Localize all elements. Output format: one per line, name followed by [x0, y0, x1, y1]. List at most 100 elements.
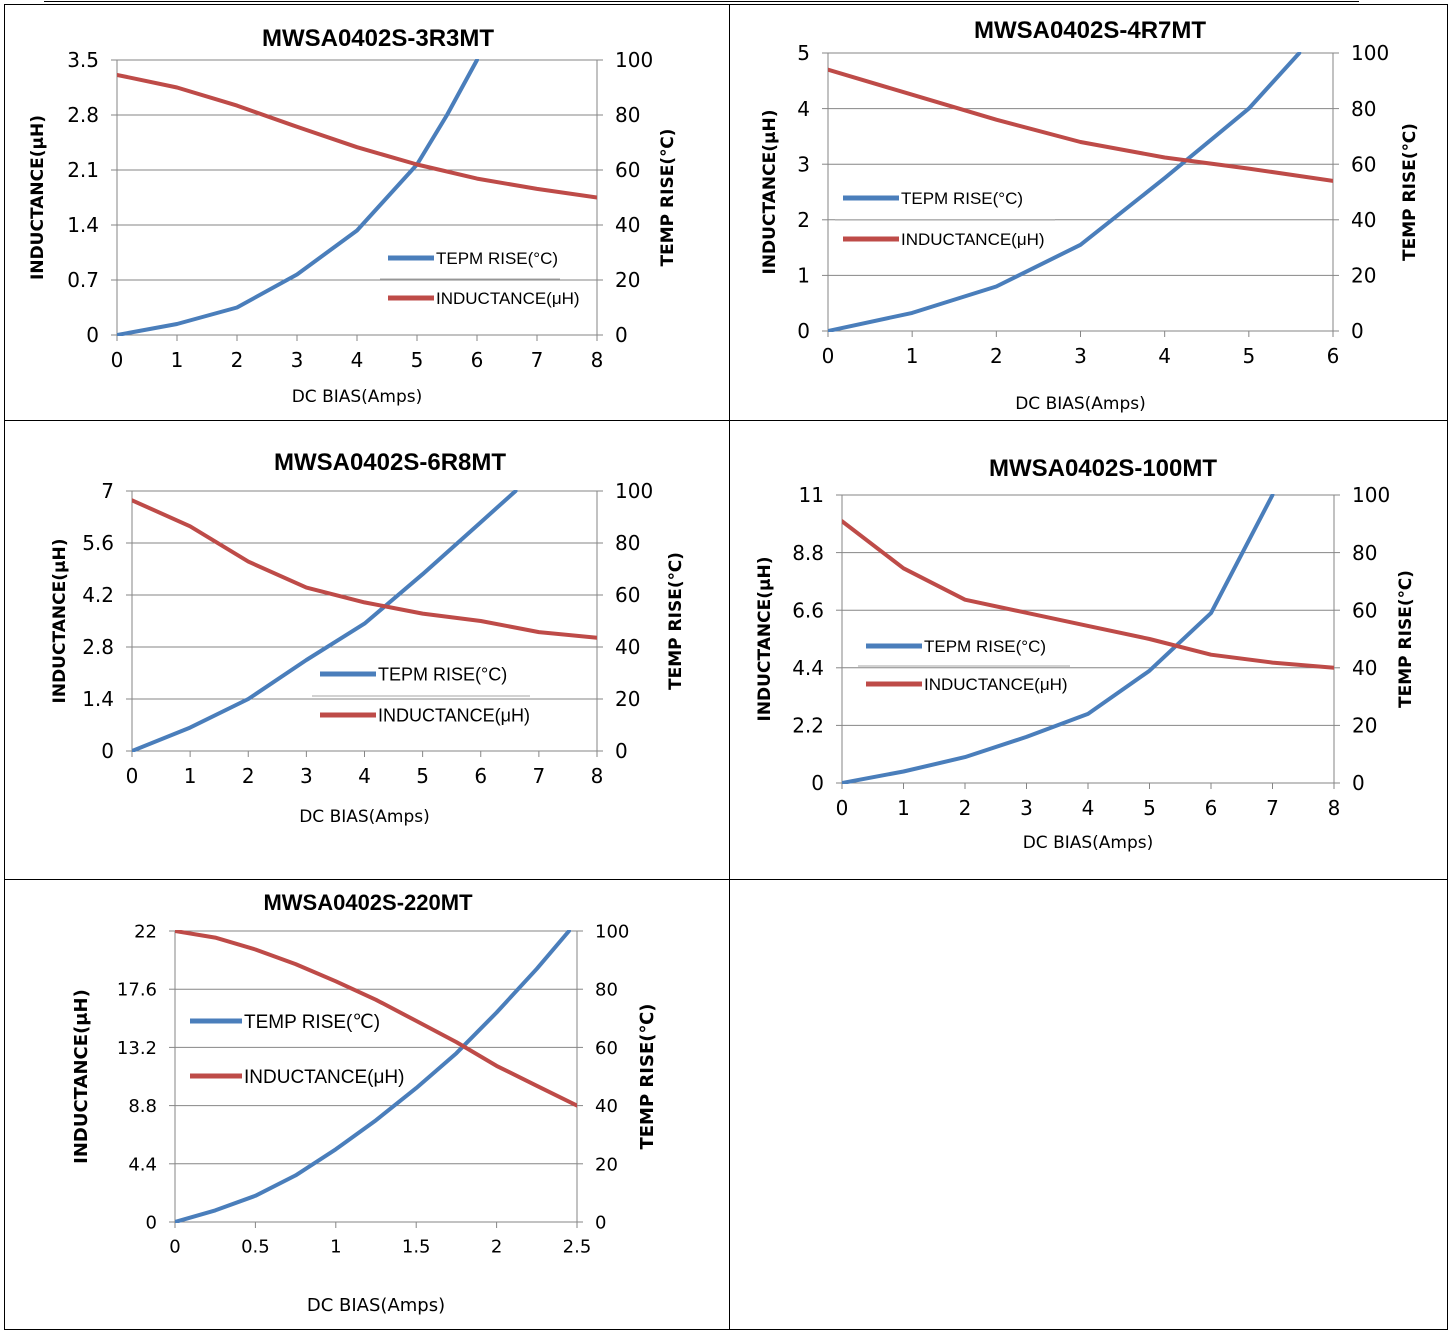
y2-axis-label: TEMP RISE(℃) — [637, 1003, 658, 1149]
x-tick-label: 2 — [242, 764, 255, 788]
y-tick-label: 4.4 — [128, 1154, 157, 1175]
series-line-temp-rise — [842, 494, 1275, 784]
y2-tick-label: 40 — [1352, 656, 1377, 680]
y2-axis-label: TEMP RISE(℃) — [1400, 123, 1420, 261]
y-axis-label: INDUCTANCE(μH) — [760, 110, 780, 275]
y-tick-label: 22 — [134, 921, 157, 942]
x-tick-label: 7 — [533, 764, 546, 788]
x-tick-label: 5 — [416, 764, 429, 788]
series-line-inductance — [828, 67, 1333, 183]
x-tick-label: 2 — [990, 344, 1003, 368]
y2-tick-label: 60 — [1352, 598, 1377, 622]
y-tick-label: 0 — [811, 771, 824, 795]
y2-tick-label: 20 — [1352, 714, 1377, 738]
y-tick-label: 0 — [146, 1212, 157, 1233]
y2-tick-label: 60 — [615, 158, 640, 182]
x-tick-label: 3 — [1020, 796, 1033, 820]
y-tick-label: 4.4 — [792, 656, 824, 680]
y-tick-label: 1 — [797, 264, 810, 288]
y-tick-label: 0 — [797, 319, 810, 343]
y2-tick-label: 60 — [615, 583, 640, 607]
y-tick-label: 2 — [797, 208, 810, 232]
y2-tick-label: 20 — [615, 268, 640, 292]
y2-tick-label: 0 — [1351, 319, 1364, 343]
x-tick-label: 2 — [959, 796, 972, 820]
x-tick-label: 4 — [351, 348, 364, 372]
grid-divider-row1 — [4, 420, 1448, 421]
x-axis-label: DC BIAS(Amps) — [299, 807, 430, 827]
y2-tick-label: 80 — [615, 531, 640, 555]
grid-divider-vertical — [729, 4, 730, 1330]
series-line-temp-rise — [132, 490, 518, 752]
x-tick-label: 0 — [169, 1236, 180, 1257]
x-tick-label: 1 — [184, 764, 197, 788]
top-rule — [44, 1, 1359, 2]
x-tick-label: 0.5 — [241, 1236, 270, 1257]
y2-tick-label: 0 — [615, 739, 628, 763]
y2-tick-label: 80 — [615, 103, 640, 127]
y-tick-label: 4 — [797, 97, 810, 121]
legend-label: INDUCTANCE(μH) — [924, 675, 1068, 694]
legend-label: TEPM RISE(°C) — [436, 249, 558, 268]
x-tick-label: 4 — [358, 764, 371, 788]
x-tick-label: 6 — [471, 348, 484, 372]
y-tick-label: 8.8 — [128, 1096, 157, 1117]
legend-label: INDUCTANCE(μH) — [378, 705, 530, 725]
y-axis-label: INDUCTANCE(μH) — [71, 989, 92, 1164]
x-tick-label: 1 — [906, 344, 919, 368]
y2-tick-label: 100 — [1351, 41, 1389, 65]
legend-label: TEPM RISE(°C) — [901, 189, 1023, 208]
y-tick-label: 13.2 — [117, 1038, 157, 1059]
chart-title: MWSA0402S-220MT — [263, 890, 473, 915]
y2-tick-label: 80 — [595, 980, 618, 1001]
series-line-temp-rise — [117, 59, 479, 336]
x-tick-label: 5 — [1242, 344, 1255, 368]
y-tick-label: 2.1 — [67, 158, 99, 182]
y2-axis-label: TEMP RISE(℃) — [666, 552, 686, 690]
x-tick-label: 5 — [411, 348, 424, 372]
y-tick-label: 0.7 — [67, 268, 99, 292]
y-tick-label: 5 — [797, 41, 810, 65]
y-tick-label: 6.6 — [792, 598, 824, 622]
legend-label: INDUCTANCE(μH) — [901, 230, 1045, 249]
x-tick-label: 3 — [291, 348, 304, 372]
y2-tick-label: 100 — [615, 479, 653, 503]
x-tick-label: 1 — [171, 348, 184, 372]
x-tick-label: 3 — [300, 764, 313, 788]
y-tick-label: 17.6 — [117, 980, 157, 1001]
y2-axis-label: TEMP RISE(℃) — [658, 129, 678, 267]
series-line-inductance — [132, 498, 597, 640]
y2-tick-label: 40 — [615, 213, 640, 237]
x-tick-label: 0 — [111, 348, 124, 372]
series-line-temp-rise — [828, 52, 1302, 332]
y-tick-label: 5.6 — [82, 531, 114, 555]
x-tick-label: 2 — [491, 1236, 502, 1257]
x-axis-label: DC BIAS(Amps) — [292, 387, 423, 407]
y2-tick-label: 100 — [1352, 483, 1390, 507]
chart-title: MWSA0402S-6R8MT — [274, 449, 506, 476]
x-axis-label: DC BIAS(Amps) — [307, 1295, 445, 1316]
series-line-inductance — [842, 519, 1334, 670]
y-tick-label: 3.5 — [67, 48, 99, 72]
grid-frame — [4, 4, 1448, 1330]
x-tick-label: 2 — [231, 348, 244, 372]
y2-tick-label: 0 — [615, 323, 628, 347]
y-tick-label: 11 — [799, 483, 824, 507]
y2-tick-label: 20 — [595, 1154, 618, 1175]
y-axis-label: INDUCTANCE(μH) — [755, 557, 775, 722]
y2-tick-label: 100 — [615, 48, 653, 72]
legend-label: INDUCTANCE(μH) — [244, 1067, 404, 1088]
x-axis-label: DC BIAS(Amps) — [1023, 833, 1154, 853]
x-tick-label: 7 — [1266, 796, 1279, 820]
y-tick-label: 0 — [101, 739, 114, 763]
y2-tick-label: 20 — [1351, 264, 1376, 288]
x-tick-label: 3 — [1074, 344, 1087, 368]
x-axis-label: DC BIAS(Amps) — [1015, 394, 1146, 414]
y-tick-label: 2.8 — [82, 635, 114, 659]
x-tick-label: 0 — [836, 796, 849, 820]
